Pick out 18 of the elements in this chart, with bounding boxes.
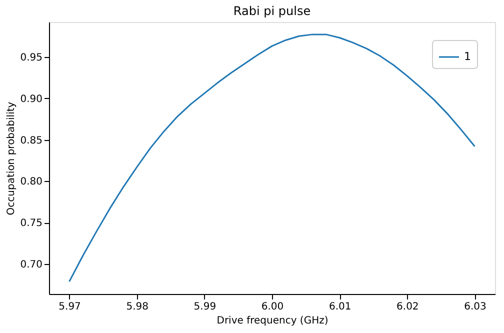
x-axis-title: Drive frequency (GHz) — [216, 316, 328, 326]
x-tick-label: 5.99 — [194, 302, 216, 312]
y-tick-label: 0.95 — [20, 52, 42, 64]
y-tick-label: 0.75 — [20, 218, 42, 230]
x-tick-label: 5.97 — [58, 302, 81, 312]
legend-label: 1 — [464, 50, 471, 63]
x-tick-label: 6.02 — [396, 302, 419, 312]
x-tick-label: 5.98 — [126, 302, 148, 312]
x-tick-label: 6.00 — [261, 302, 284, 312]
line-series — [68, 34, 476, 282]
chart-title: Rabi pi pulse — [233, 4, 311, 18]
x-tick-label: 6.03 — [464, 302, 486, 312]
y-tick-label: 0.70 — [20, 260, 42, 271]
y-tick-label: 0.85 — [20, 135, 42, 146]
y-tick-label: 0.80 — [20, 176, 42, 188]
x-tick-label: 6.01 — [328, 302, 352, 312]
y-axis-title: Occupation probability — [6, 102, 18, 216]
y-tick-label: 0.90 — [20, 94, 42, 105]
